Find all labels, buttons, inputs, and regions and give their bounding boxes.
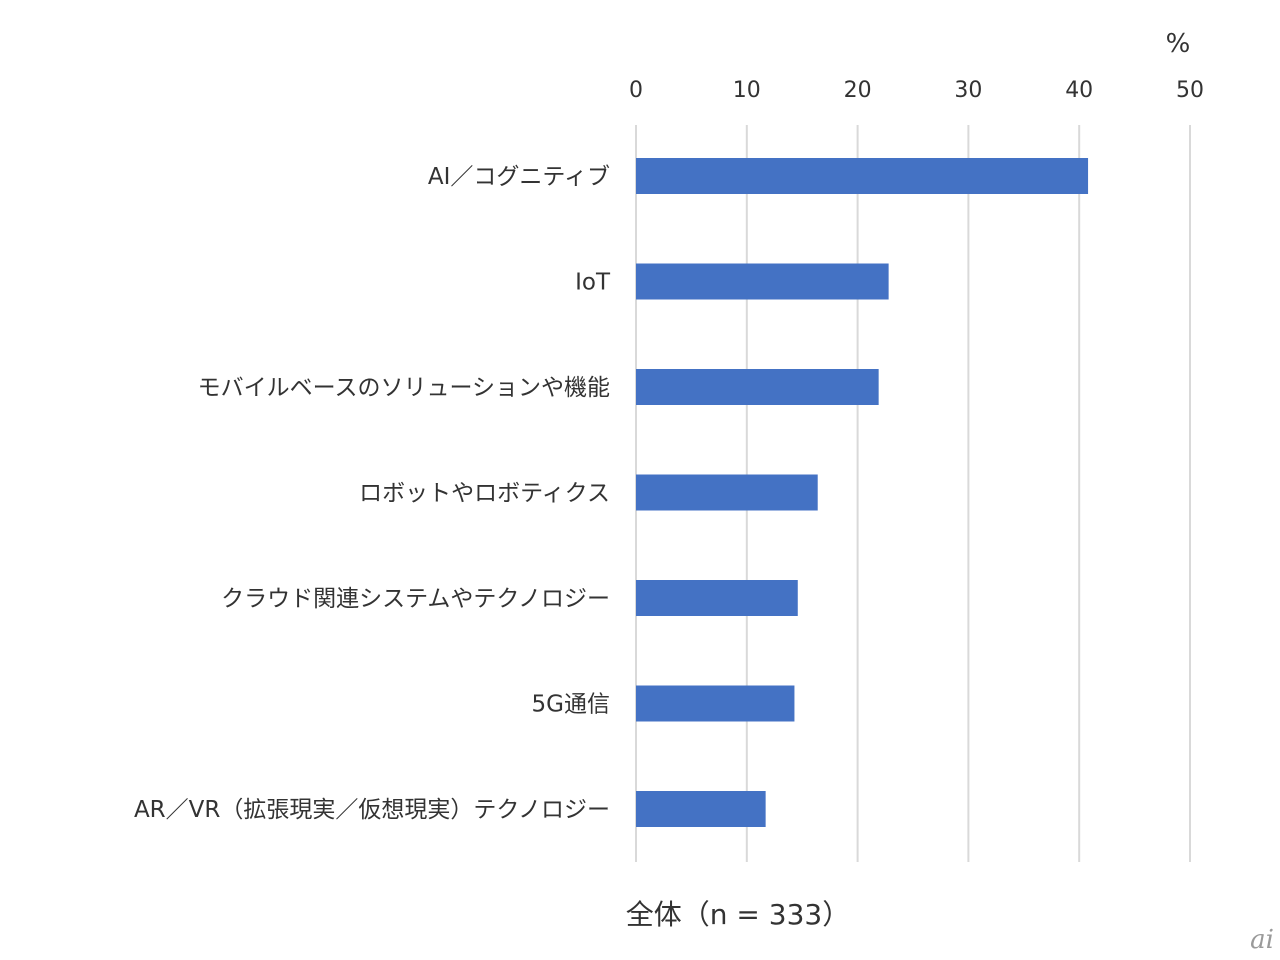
bar — [636, 158, 1089, 194]
category-label: AI／コグニティブ — [428, 164, 610, 190]
grid-lines — [635, 125, 1191, 862]
unit-label: % — [1166, 29, 1191, 59]
bars — [636, 158, 1089, 827]
bar — [636, 791, 766, 827]
bar — [636, 474, 818, 511]
category-label: IoT — [575, 270, 611, 296]
bar — [636, 369, 879, 405]
x-tick-labels: 0 10 20 30 40 50 — [629, 78, 1204, 103]
category-label: ロボットやロボティクス — [359, 481, 610, 507]
watermark-logo: ai — [1250, 925, 1274, 955]
bar — [636, 263, 889, 300]
x-tick-label: 40 — [1065, 78, 1093, 103]
x-tick-label: 30 — [954, 78, 982, 103]
category-labels: AI／コグニティブ IoT モバイルベースのソリューションや機能ロボットやロボティク… — [134, 164, 611, 823]
x-tick-label: 10 — [733, 78, 761, 103]
category-label: クラウド関連システムやテクノロジー — [221, 586, 610, 612]
category-label: 5G通信 — [532, 692, 610, 718]
category-label: AR／VR（拡張現実／仮想現実）テクノロジー — [134, 797, 610, 823]
bar — [636, 580, 798, 616]
x-axis-label: 全体（n = 333） — [626, 898, 850, 931]
bar — [636, 685, 795, 722]
x-tick-label: 20 — [844, 78, 872, 103]
x-tick-label: 50 — [1176, 78, 1204, 103]
category-label: モバイルベースのソリューションや機能 — [198, 375, 610, 401]
x-tick-label: 0 — [629, 78, 643, 103]
